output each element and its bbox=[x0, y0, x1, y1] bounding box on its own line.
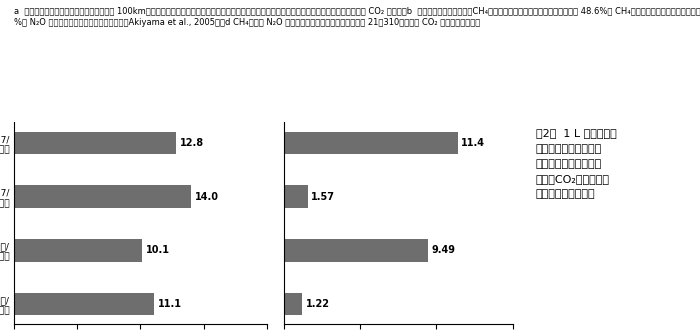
Text: 図2　  1 L のバイオエ
タノール生産に係るエ
ネルギー投入量（左）
およびCO₂等価温室効
果ガス排出量（右）: 図2 1 L のバイオエ タノール生産に係るエ ネルギー投入量（左） およびCO… bbox=[536, 128, 617, 199]
Text: 1.57: 1.57 bbox=[311, 192, 335, 202]
Bar bbox=[14, 239, 141, 261]
Text: 11.4: 11.4 bbox=[461, 138, 484, 148]
Bar bbox=[14, 293, 154, 315]
Text: 9.49: 9.49 bbox=[431, 245, 456, 255]
Bar bbox=[284, 293, 302, 315]
Text: 14.0: 14.0 bbox=[195, 192, 218, 202]
Text: a  團場とバイオエタノール工場間の距離を 100kmと仮定した場合における、収穫物および稲わらの往復トラック輸送に係るエネルギー投入量および CO₂ 発生量　: a 團場とバイオエタノール工場間の距離を 100kmと仮定した場合における、収穫… bbox=[14, 7, 700, 27]
Bar bbox=[14, 132, 176, 154]
Bar bbox=[284, 132, 458, 154]
Bar bbox=[284, 185, 308, 208]
Text: 10.1: 10.1 bbox=[146, 245, 169, 255]
Text: 12.8: 12.8 bbox=[180, 138, 204, 148]
Text: 11.1: 11.1 bbox=[158, 299, 182, 309]
Bar bbox=[284, 239, 428, 261]
Text: 1.22: 1.22 bbox=[305, 299, 330, 309]
Bar bbox=[14, 185, 191, 208]
